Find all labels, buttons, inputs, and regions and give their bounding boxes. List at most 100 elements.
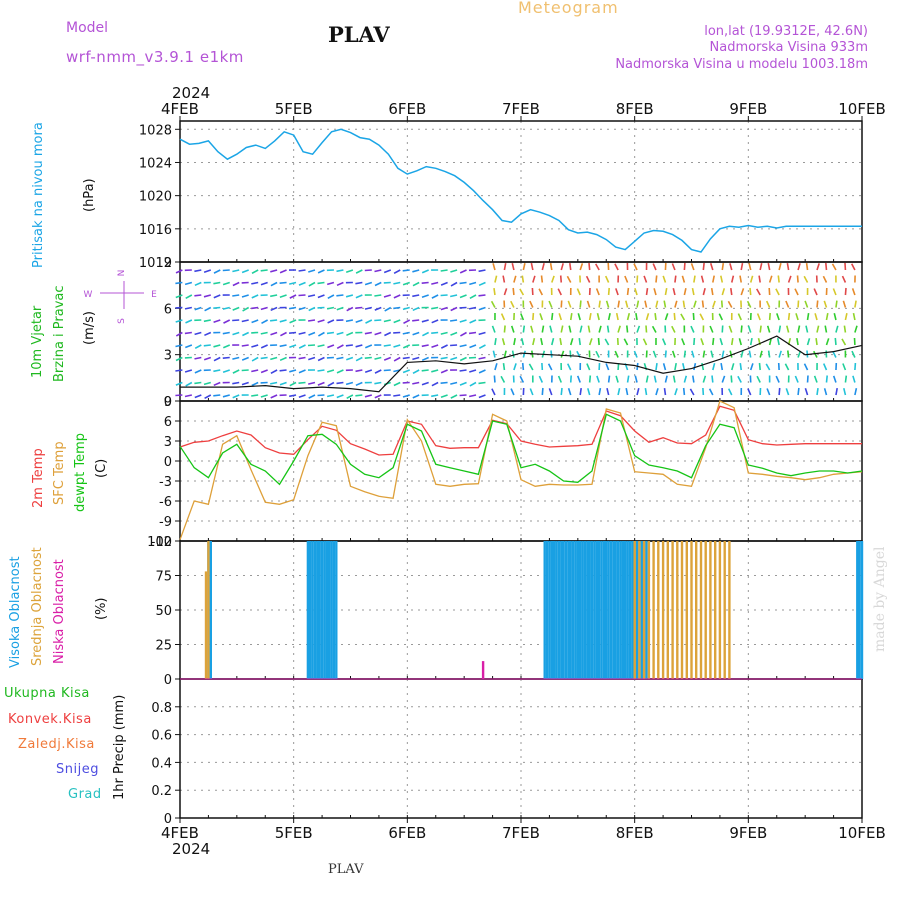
wind-barb [824, 325, 828, 333]
wind-barb [825, 262, 828, 271]
wind-barb [336, 381, 344, 385]
legend-total-rain: Ukupna Kisa [4, 686, 90, 701]
cloud-bar-0 [574, 541, 577, 679]
wind-barb [737, 375, 742, 383]
wind-barb [728, 325, 733, 333]
wind-barb [661, 338, 667, 346]
wind-barb [355, 344, 363, 348]
wind-barb [756, 313, 761, 321]
wind-barb [823, 388, 828, 396]
wind-barb [532, 312, 535, 321]
wind-barb [450, 331, 458, 336]
wind-barb [493, 287, 496, 296]
wind-barb [440, 369, 448, 374]
wind-barb [184, 281, 193, 286]
bottom-date-label: 8FEB [616, 824, 654, 842]
wind-barb [541, 262, 545, 271]
wind-barb [336, 369, 344, 374]
cloud-bar-1 [695, 541, 698, 679]
wind-barb [478, 381, 486, 385]
wind-barb [636, 325, 641, 333]
wind-barb [317, 369, 325, 372]
wind-barb [345, 344, 353, 347]
cloud-bar-0 [318, 541, 321, 679]
wind-barb [720, 300, 724, 308]
wind-barb [749, 363, 754, 371]
wind-barb [797, 387, 800, 396]
wind-barb [365, 319, 373, 324]
wind-barb [431, 344, 439, 348]
wind-barb [469, 294, 477, 300]
wind-barb [567, 388, 572, 396]
cloud-bar-0 [335, 541, 338, 679]
cloud-bar-0 [545, 541, 549, 679]
legend-freezing-rain: Zaledj.Kisa [18, 737, 95, 752]
station-title: PLAV [328, 22, 390, 47]
wind-barb [786, 262, 790, 271]
wind-barb [623, 338, 629, 346]
cloud-bar-1 [642, 541, 646, 679]
bottom-date-label: 9FEB [729, 824, 767, 842]
wind-barb [384, 306, 392, 312]
wind-barb [835, 300, 838, 308]
cloud-bar-0 [612, 541, 615, 679]
wind-barb [459, 319, 467, 323]
wind-barb [690, 325, 695, 333]
wind-barb [326, 331, 335, 335]
wind-barb [778, 262, 782, 271]
wind-barb [617, 300, 620, 308]
cloud-bar-1 [718, 541, 722, 679]
wind-barb [832, 288, 837, 296]
wind-barb [569, 338, 574, 346]
temp-line-2 [179, 413, 863, 486]
wind-barb [560, 387, 563, 396]
wind-barb [785, 388, 790, 396]
cloud-bar-0 [600, 541, 603, 679]
wind-barb [175, 369, 183, 372]
wind-barb [260, 306, 268, 311]
wind-barb [431, 281, 439, 285]
wind-barb [672, 375, 676, 383]
wind-barb [317, 344, 325, 348]
wind-barb [260, 369, 268, 374]
wind-barb [664, 375, 668, 383]
wind-barb [393, 394, 401, 397]
wind-barb [194, 331, 202, 336]
wind-barb [663, 387, 667, 396]
wind-barb [645, 313, 650, 321]
wind-barb [748, 350, 752, 358]
wind-barb [346, 394, 354, 400]
temp-line-0 [179, 405, 862, 456]
wind-barb [213, 294, 221, 299]
wind-barb [184, 331, 192, 335]
wind-barb [844, 287, 847, 296]
wind-barb [469, 319, 477, 324]
wind-barb [691, 350, 695, 358]
ytick-label-pressure: 1020 [139, 190, 172, 205]
wind-barb [289, 344, 297, 348]
wind-barb [222, 269, 230, 272]
wind-barb [279, 281, 287, 284]
wind-barb [635, 312, 638, 321]
wind-barb [213, 369, 221, 373]
wind-barb [402, 281, 410, 286]
wind-barb [241, 269, 249, 274]
cloud-bar-1 [704, 541, 707, 679]
cloud-bar-0 [330, 541, 333, 679]
wind-barb [739, 275, 743, 283]
wind-barb [655, 275, 658, 283]
wind-barb [511, 263, 515, 271]
cloud-bar-0 [593, 541, 596, 679]
wind-barb [298, 369, 306, 374]
cloud-bar-0 [588, 541, 591, 679]
wind-barb [393, 344, 401, 348]
wind-barb [336, 294, 344, 297]
wind-barb [604, 338, 610, 346]
wind-barb [421, 319, 429, 323]
ytick-label-cloud: 50 [155, 604, 172, 619]
wind-barb [194, 381, 202, 385]
wind-barb [674, 388, 678, 396]
compass-east: E [151, 290, 157, 300]
wind-barb [241, 369, 249, 372]
wind-barb [784, 363, 790, 371]
